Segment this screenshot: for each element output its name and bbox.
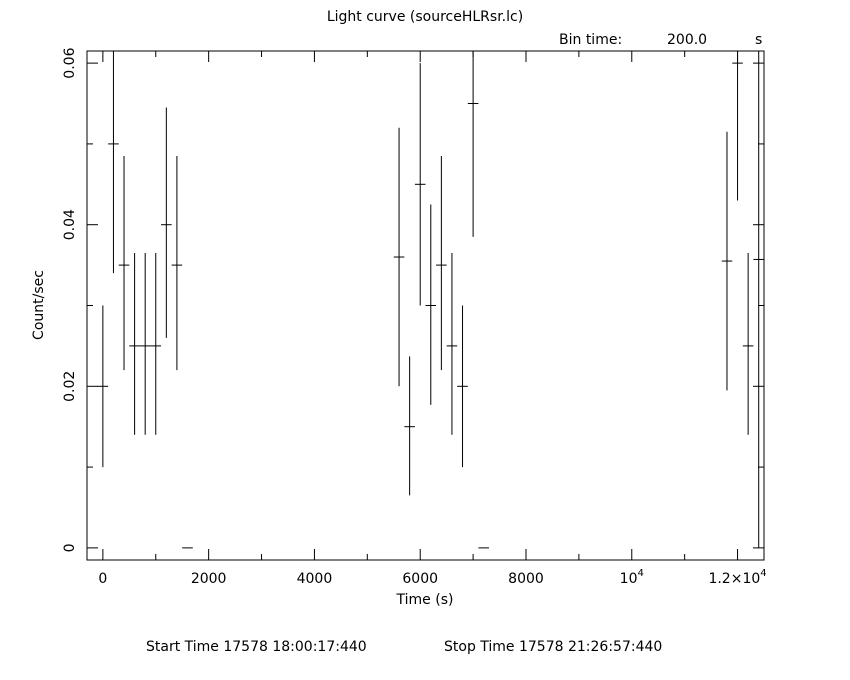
data-point <box>457 305 468 468</box>
y-tick-label: 0.02 <box>62 371 78 402</box>
y-tick-labels: 0 0.02 0.04 0.06 <box>62 47 78 552</box>
bin-time-value: 200.0 <box>667 32 707 48</box>
y-tick-label: 0.04 <box>62 209 78 240</box>
data-point <box>436 156 447 371</box>
y-tick-label: 0.06 <box>62 47 78 78</box>
data-point <box>753 51 764 548</box>
y-tick-label: 0 <box>62 543 78 552</box>
x-tick-label: 0 <box>98 571 107 587</box>
data-point <box>732 51 743 201</box>
data-point <box>742 252 754 435</box>
x-axis-label: Time (s) <box>396 592 454 608</box>
x-tick-label: 1.2×104 <box>708 568 766 587</box>
data-point <box>108 51 119 274</box>
data-point <box>414 63 426 306</box>
data-point <box>150 252 162 435</box>
bin-time-label: Bin time: <box>559 32 622 48</box>
data-point <box>118 156 130 371</box>
y-axis-label: Count/sec <box>31 270 47 340</box>
chart-title: Light curve (sourceHLRsr.lc) <box>327 9 523 25</box>
data-point <box>467 51 479 237</box>
data-point <box>139 252 151 435</box>
bin-time-unit: s <box>755 32 762 48</box>
x-tick-labels: 0 2000 4000 6000 8000 104 1.2×104 <box>98 568 766 587</box>
start-time: Start Time 17578 18:00:17:440 <box>146 639 367 655</box>
x-tick-label: 2000 <box>191 571 227 587</box>
data-point <box>171 156 183 371</box>
data-point <box>446 252 458 435</box>
x-tick-label: 6000 <box>402 571 438 587</box>
stop-time: Stop Time 17578 21:26:57:440 <box>444 639 662 655</box>
x-tick-label: 4000 <box>297 571 333 587</box>
data-point <box>97 305 109 468</box>
data-point <box>404 356 415 496</box>
x-tick-label: 104 <box>620 568 644 587</box>
data-point <box>721 131 733 391</box>
x-tick-label: 8000 <box>508 571 544 587</box>
data-point <box>161 107 172 338</box>
data-points <box>97 51 764 549</box>
data-point <box>129 252 140 435</box>
axis-ticks <box>87 51 764 560</box>
data-point <box>393 127 405 387</box>
data-point <box>425 204 437 405</box>
